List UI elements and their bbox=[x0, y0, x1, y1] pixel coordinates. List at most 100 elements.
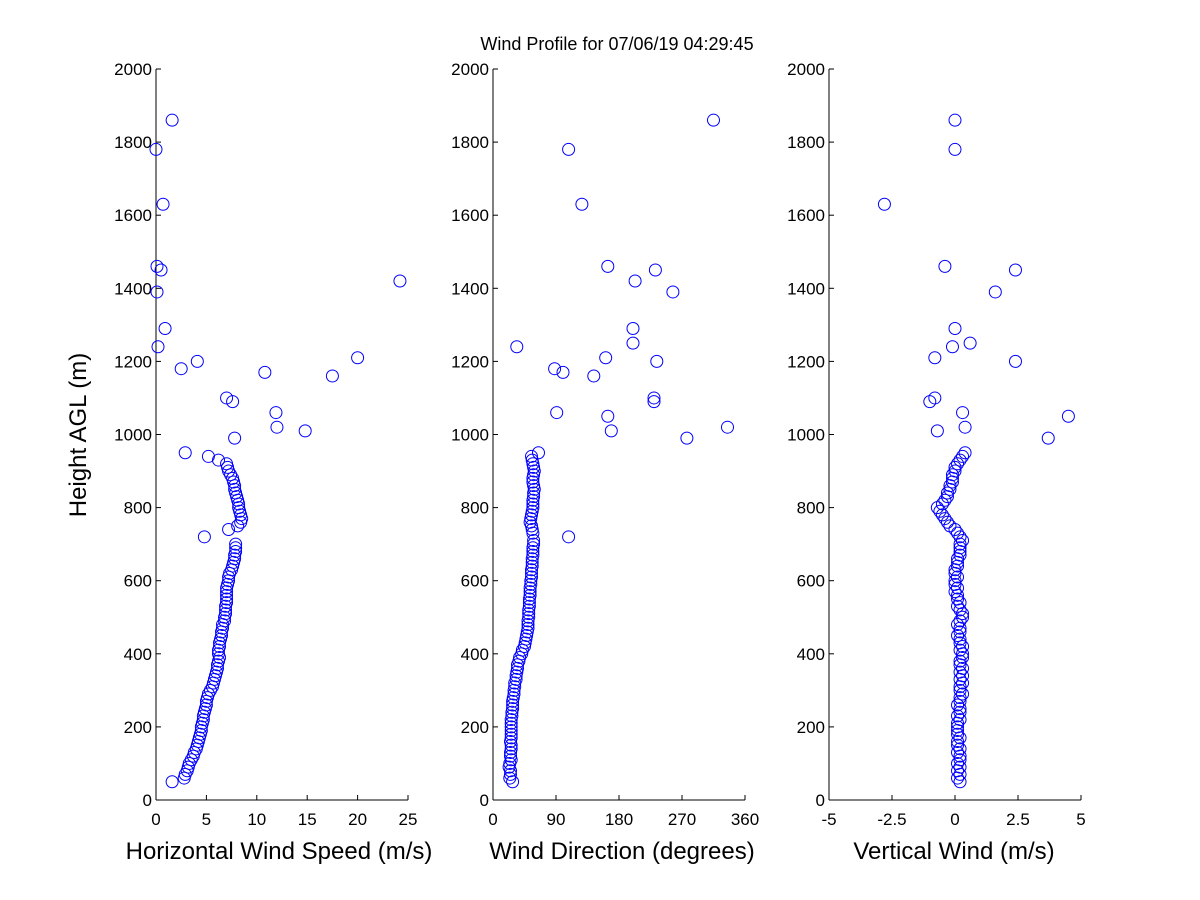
data-point-direction bbox=[532, 446, 545, 460]
data-point-direction bbox=[626, 336, 640, 350]
data-point-speed bbox=[218, 614, 232, 628]
data-point-speed bbox=[298, 424, 312, 438]
x-tick-label-speed: 20 bbox=[348, 810, 367, 829]
data-point-direction bbox=[522, 596, 536, 610]
data-point-direction bbox=[550, 406, 564, 420]
data-point-vertical bbox=[953, 760, 967, 774]
data-point-speed bbox=[150, 259, 164, 273]
figure-title: Wind Profile for 07/06/19 04:29:45 bbox=[480, 34, 753, 54]
data-point-vertical bbox=[953, 753, 967, 767]
data-point-vertical bbox=[956, 406, 970, 420]
data-point-vertical bbox=[951, 709, 965, 723]
data-point-speed bbox=[228, 552, 242, 566]
data-point-vertical bbox=[988, 285, 1002, 299]
data-point-speed bbox=[182, 756, 196, 770]
data-point-direction bbox=[527, 537, 541, 551]
y-tick-label-direction: 1800 bbox=[451, 133, 489, 152]
y-tick-label-speed: 1000 bbox=[114, 426, 152, 445]
data-point-direction bbox=[521, 618, 535, 632]
data-point-direction bbox=[504, 731, 518, 745]
y-tick-label-vertical: 2000 bbox=[787, 60, 825, 79]
data-point-vertical bbox=[951, 727, 965, 741]
data-point-speed bbox=[194, 724, 208, 738]
y-tick-label-vertical: 800 bbox=[797, 499, 825, 518]
data-point-vertical bbox=[953, 548, 967, 562]
y-tick-label-direction: 800 bbox=[461, 499, 489, 518]
data-point-speed bbox=[220, 592, 234, 606]
x-tick-label-vertical: 5 bbox=[1076, 810, 1085, 829]
data-point-vertical bbox=[951, 756, 965, 770]
data-point-vertical bbox=[963, 336, 977, 350]
data-point-vertical bbox=[948, 577, 962, 591]
y-tick-label-speed: 1800 bbox=[114, 133, 152, 152]
y-tick-label-speed: 600 bbox=[124, 572, 152, 591]
y-tick-label-vertical: 1200 bbox=[787, 352, 825, 371]
data-point-direction bbox=[511, 661, 524, 675]
data-point-direction bbox=[680, 431, 694, 445]
y-tick-label-vertical: 600 bbox=[797, 572, 825, 591]
data-point-direction bbox=[526, 497, 540, 511]
data-point-vertical bbox=[953, 625, 967, 639]
data-point-speed bbox=[226, 471, 240, 485]
data-point-direction bbox=[647, 395, 661, 409]
data-point-direction bbox=[522, 607, 536, 621]
data-point-speed bbox=[220, 596, 234, 610]
data-point-vertical bbox=[953, 614, 967, 628]
data-point-vertical bbox=[948, 464, 962, 478]
vertical-wind-panel: 0 200 400 600 800 1000 1200 1400 1600 1800 2000 -5 -… bbox=[787, 60, 1086, 829]
y-tick-label-direction: 1200 bbox=[451, 352, 489, 371]
data-point-direction bbox=[510, 340, 524, 354]
data-point-speed bbox=[222, 523, 236, 537]
x-tick-label-vertical: -2.5 bbox=[877, 810, 906, 829]
data-point-vertical bbox=[953, 713, 967, 727]
y-tick-label-speed: 1400 bbox=[114, 279, 152, 298]
x-axis-label-direction: Wind Direction (degrees) bbox=[489, 838, 754, 865]
data-point-speed bbox=[211, 453, 225, 467]
data-point-speed bbox=[219, 607, 233, 621]
data-point-direction bbox=[507, 687, 521, 701]
data-point-speed bbox=[165, 775, 179, 789]
data-point-direction bbox=[525, 566, 538, 580]
data-point-speed bbox=[216, 621, 230, 635]
data-point-speed bbox=[229, 541, 243, 555]
data-point-vertical bbox=[951, 698, 965, 712]
data-point-speed bbox=[220, 585, 234, 599]
data-point-vertical bbox=[953, 683, 967, 697]
y-tick-label-speed: 2000 bbox=[114, 60, 152, 79]
y-tick-label-vertical: 0 bbox=[816, 791, 825, 810]
data-point-vertical bbox=[1041, 431, 1055, 445]
x-axis-label-speed: Horizontal Wind Speed (m/s) bbox=[126, 838, 433, 865]
y-tick-label-direction: 2000 bbox=[451, 60, 489, 79]
data-point-direction bbox=[504, 742, 518, 756]
x-tick-label-speed: 25 bbox=[399, 810, 418, 829]
data-point-vertical bbox=[951, 599, 965, 613]
x-axis-label-vertical: Vertical Wind (m/s) bbox=[853, 838, 1054, 865]
x-tick-label-speed: 5 bbox=[202, 810, 211, 829]
data-point-direction bbox=[504, 716, 518, 730]
data-point-direction bbox=[527, 533, 541, 547]
data-point-vertical bbox=[956, 449, 970, 463]
data-point-vertical bbox=[956, 687, 970, 701]
data-point-direction bbox=[526, 475, 540, 489]
data-point-direction bbox=[556, 365, 570, 379]
data-point-speed bbox=[156, 197, 170, 211]
data-point-vertical bbox=[945, 468, 959, 482]
y-tick-label-direction: 1400 bbox=[451, 279, 489, 298]
data-point-vertical bbox=[930, 424, 944, 438]
data-point-speed bbox=[220, 457, 234, 471]
y-tick-label-vertical: 200 bbox=[797, 718, 825, 737]
y-tick-label-vertical: 400 bbox=[797, 645, 825, 664]
data-point-speed bbox=[197, 530, 211, 544]
data-point-speed bbox=[211, 647, 225, 661]
y-tick-label-speed: 1600 bbox=[114, 206, 152, 225]
data-point-speed bbox=[196, 713, 210, 727]
data-point-vertical bbox=[951, 738, 965, 752]
y-tick-label-speed: 200 bbox=[124, 718, 152, 737]
data-point-vertical bbox=[1008, 263, 1022, 277]
data-point-vertical bbox=[953, 691, 967, 705]
data-point-speed bbox=[215, 629, 229, 643]
data-point-speed bbox=[229, 544, 243, 558]
data-point-vertical bbox=[953, 530, 967, 544]
data-point-direction bbox=[525, 555, 539, 569]
